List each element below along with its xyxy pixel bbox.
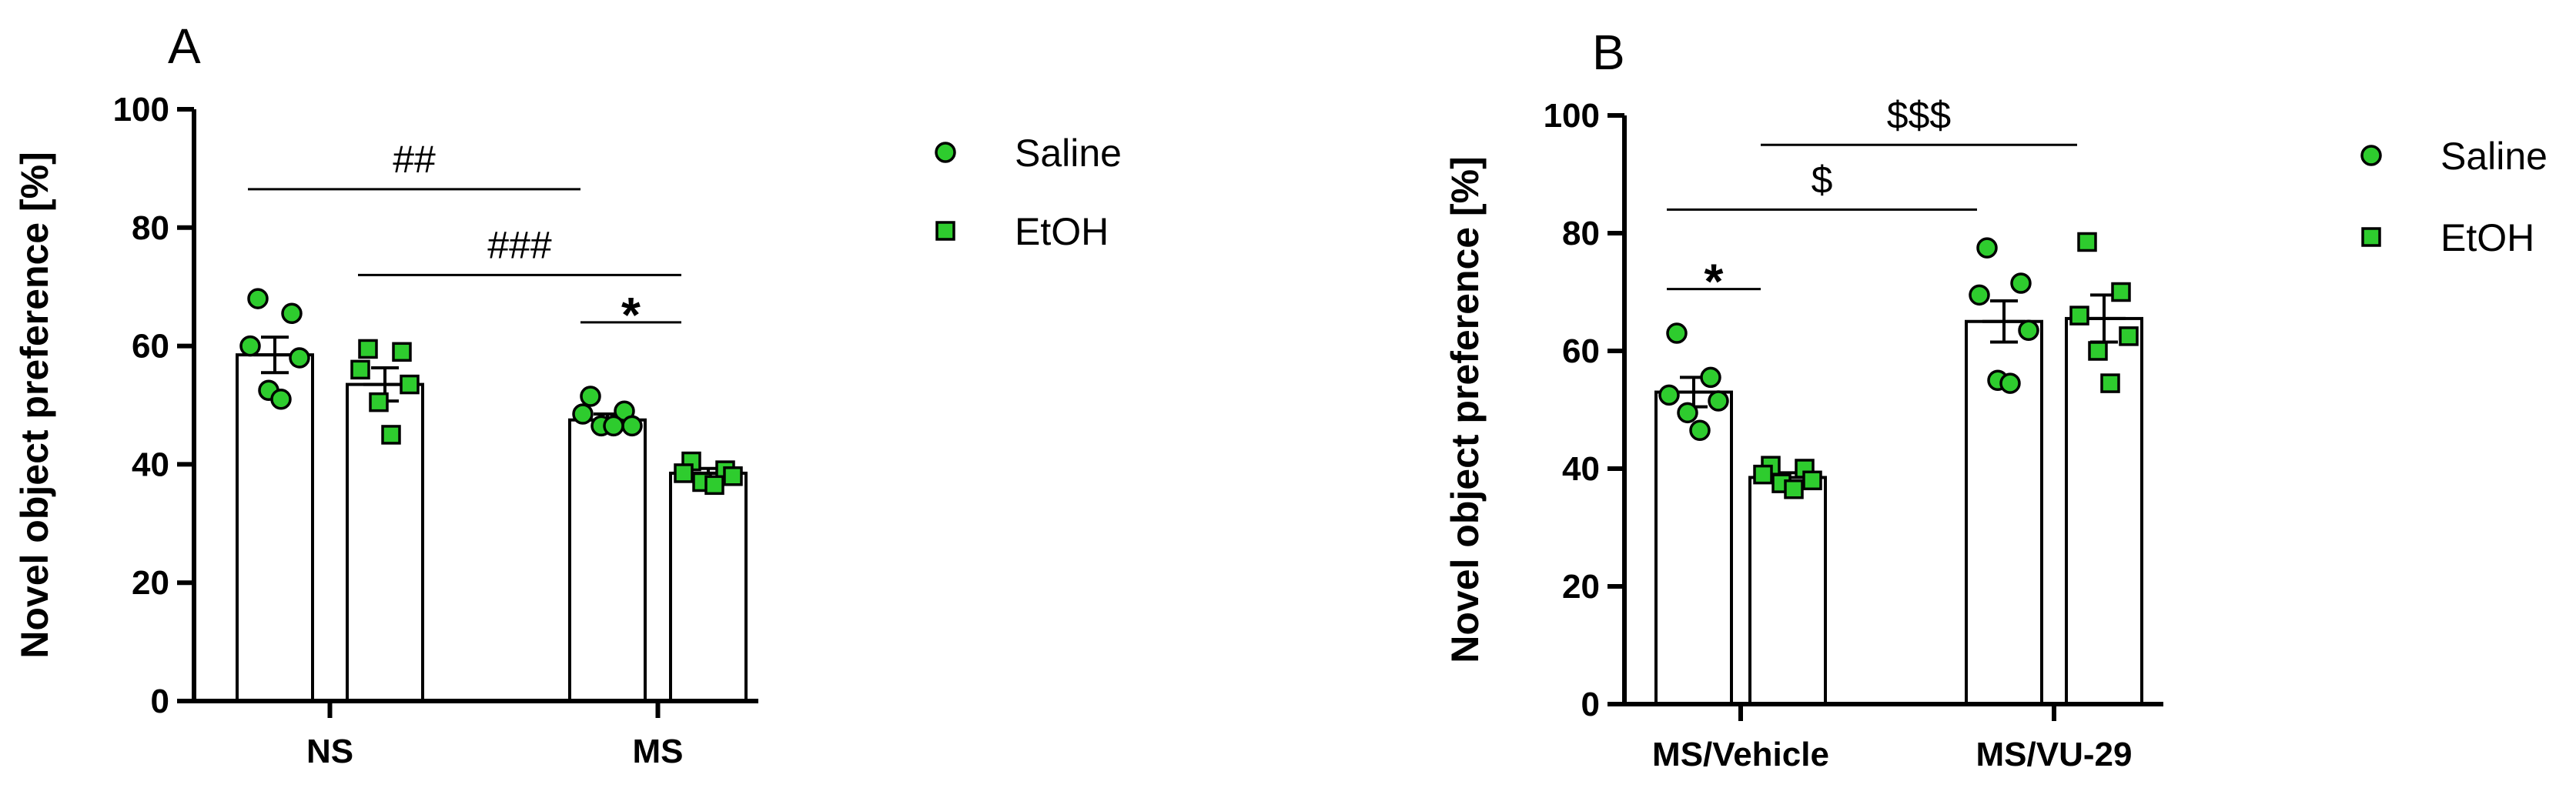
data-point (2069, 306, 2089, 326)
data-point (1784, 479, 1804, 499)
legend-label: Saline (1015, 132, 1122, 175)
data-point (289, 347, 310, 369)
significance-label: ## (393, 138, 436, 181)
data-point (358, 339, 378, 359)
data-point (1999, 372, 2021, 394)
bar (236, 353, 314, 703)
legend-marker (2360, 145, 2382, 166)
y-tick-label: 80 (1562, 215, 1600, 252)
y-axis-label: Novel object preference [%] (1444, 156, 1487, 663)
y-tick-label: 60 (1562, 332, 1600, 370)
y-tick-label: 80 (132, 209, 169, 247)
data-point (2010, 272, 2032, 294)
data-point (674, 463, 694, 483)
data-point (704, 475, 724, 496)
significance-label: * (621, 287, 641, 342)
data-point (400, 374, 420, 395)
data-point (350, 359, 370, 380)
x-tick-label: MS/Vehicle (1652, 736, 1829, 773)
legend-marker (2361, 227, 2381, 247)
data-point (381, 425, 401, 445)
y-tick-label: 0 (151, 683, 169, 720)
y-tick-label: 0 (1581, 686, 1600, 723)
significance-label: $$$ (1887, 93, 1951, 136)
data-point (2111, 282, 2131, 302)
y-tick-label: 40 (132, 446, 169, 483)
data-point (580, 386, 601, 407)
data-point (1689, 419, 1711, 442)
bar (669, 471, 748, 703)
y-tick-label: 100 (113, 91, 169, 129)
x-tick-label: NS (306, 733, 353, 770)
legend-marker (935, 221, 955, 241)
data-point (1677, 402, 1698, 424)
y-axis-label: Novel object preference [%] (13, 152, 56, 659)
legend-label: EtOH (2441, 216, 2534, 259)
data-point (603, 415, 624, 437)
x-tick-label: MS/VU-29 (1976, 736, 2133, 773)
legend-marker (935, 142, 956, 163)
legend-label: Saline (2441, 135, 2548, 178)
y-tick-label: 40 (1562, 450, 1600, 488)
data-point (270, 389, 292, 410)
data-point (1700, 366, 1721, 389)
bar (568, 418, 647, 703)
data-point (369, 392, 389, 412)
data-point (723, 466, 743, 486)
data-point (392, 342, 412, 362)
data-point (1969, 284, 1990, 306)
data-point (1753, 464, 1773, 485)
data-point (1658, 384, 1680, 406)
data-point (621, 415, 643, 437)
significance-label: * (1705, 254, 1724, 309)
panel-letter: B (1592, 25, 1625, 80)
data-point (1802, 470, 1822, 491)
data-point (2018, 319, 2039, 341)
data-point (1708, 390, 1729, 412)
y-tick-label: 20 (1562, 568, 1600, 606)
data-point (572, 403, 594, 425)
data-point (239, 335, 261, 357)
significance-label: ### (487, 223, 552, 266)
panel-a: A Novel object preference [%] 0 20 40 60 80 100… (13, 18, 1122, 770)
data-point (1666, 322, 1688, 344)
y-tick-label: 100 (1544, 97, 1600, 135)
data-point (1976, 237, 1998, 259)
data-point (2088, 341, 2108, 361)
data-point (2077, 232, 2097, 252)
y-tick-label: 60 (132, 328, 169, 366)
data-point (281, 302, 303, 325)
data-point (2119, 326, 2139, 346)
significance-label: $ (1812, 158, 1833, 201)
panel-b: B Novel object preference [%] 0 20 40 60 80 100… (1444, 25, 2548, 773)
bar (1748, 476, 1827, 706)
legend-label: EtOH (1015, 210, 1109, 253)
data-point (247, 288, 269, 309)
y-tick-label: 20 (132, 564, 169, 602)
panel-letter: A (168, 18, 201, 74)
x-tick-label: MS (633, 733, 684, 770)
data-point (2100, 373, 2120, 393)
